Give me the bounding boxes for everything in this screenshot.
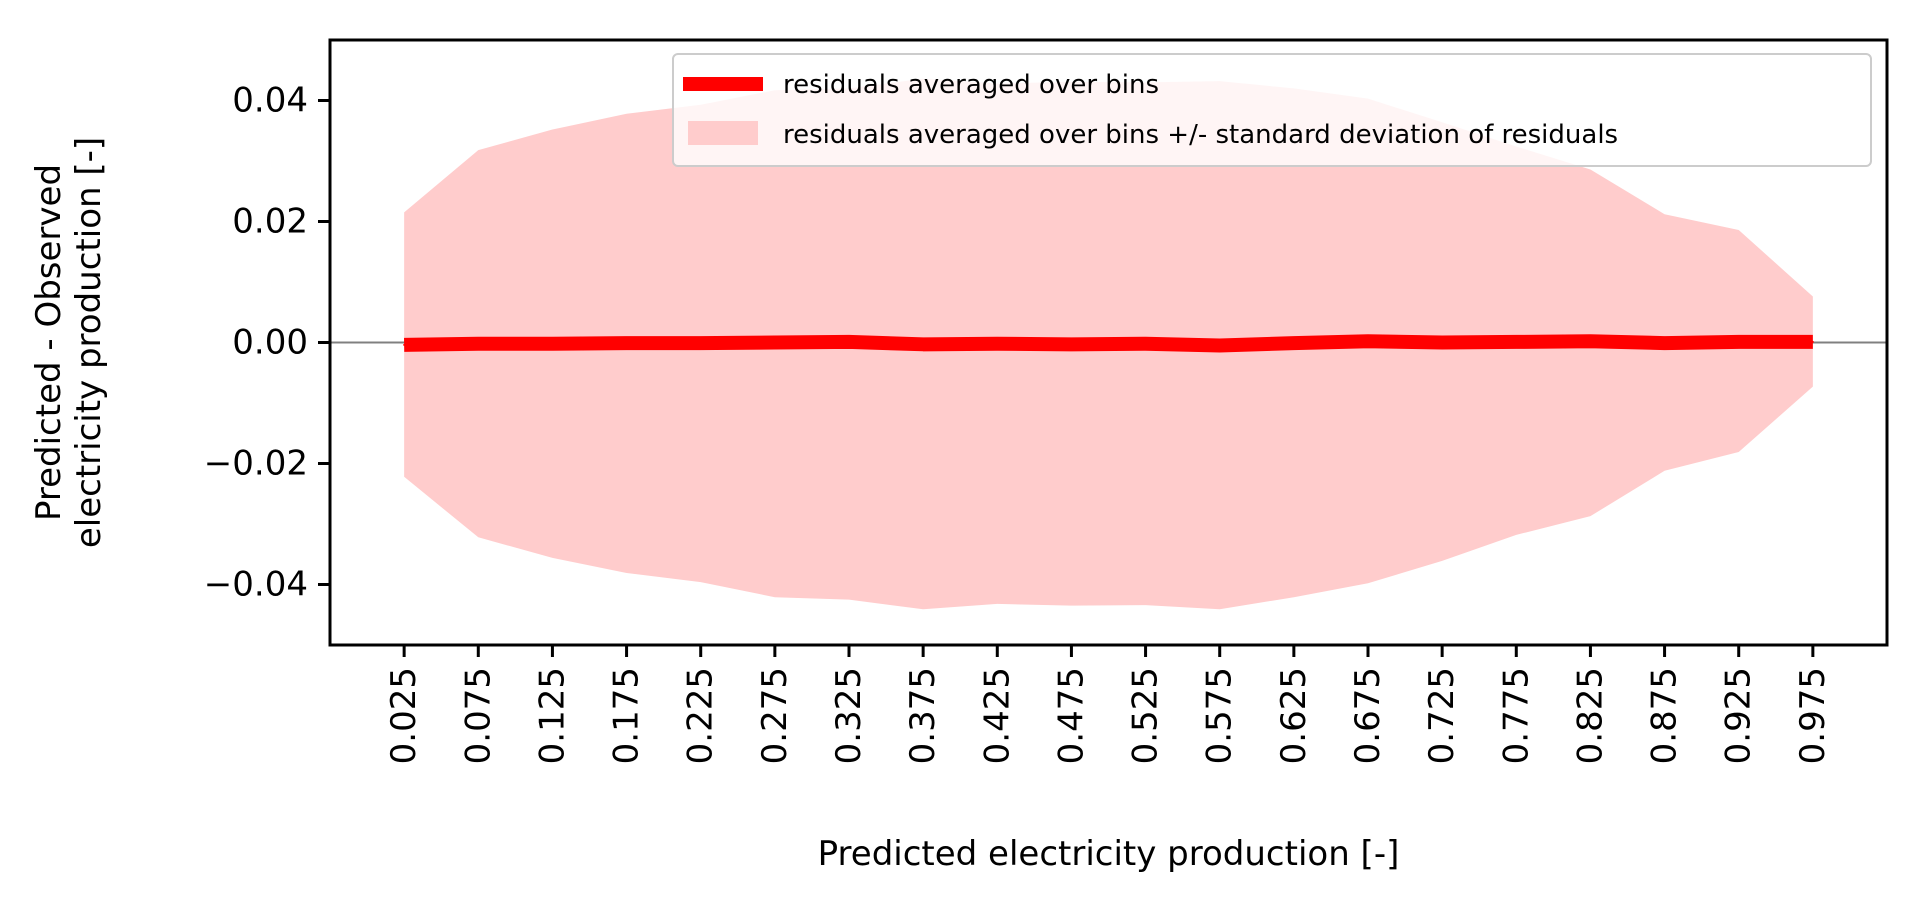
x-tick-label: 0.875: [1645, 667, 1685, 764]
x-tick-label: 0.675: [1348, 667, 1388, 764]
y-axis-label-line-1: Predicted - Observed: [29, 164, 69, 521]
y-axis-ticks: −0.04 −0.02 0.00 0.02 0.04: [204, 81, 330, 605]
mean-residual-point: [1367, 340, 1369, 343]
mean-residual-point: [1070, 343, 1073, 346]
mean-residual-point: [1515, 340, 1518, 343]
y-tick-label: 0.04: [232, 81, 308, 121]
x-tick-label: 0.175: [607, 667, 647, 764]
y-tick-label: −0.02: [204, 444, 308, 484]
x-axis-ticks: 0.025 0.075 0.125 0.175 0.225 0.275 0.325 0.375…: [384, 645, 1833, 764]
mean-residual-point: [625, 342, 628, 345]
legend: residuals averaged over bins residuals a…: [672, 53, 1872, 167]
mean-residual-point: [773, 341, 776, 344]
mean-residual-point: [996, 342, 999, 345]
legend-label-mean: residuals averaged over bins: [783, 70, 1159, 100]
mean-residual-point: [1811, 340, 1814, 343]
mean-residual-line: [404, 334, 1813, 353]
mean-residual-point: [1441, 341, 1444, 344]
mean-residual-point: [1144, 342, 1147, 345]
y-tick-label: −0.04: [204, 565, 308, 605]
mean-residual-point: [699, 342, 702, 345]
y-tick-label: 0.02: [232, 202, 308, 242]
x-tick-label: 0.075: [458, 667, 498, 764]
x-tick-label: 0.425: [977, 667, 1017, 764]
x-tick-label: 0.475: [1051, 667, 1091, 764]
mean-residual-point: [1218, 344, 1221, 347]
legend-band-swatch: [688, 121, 758, 145]
x-tick-label: 0.525: [1126, 667, 1166, 764]
x-tick-label: 0.225: [681, 667, 721, 764]
mean-residual-point: [477, 342, 480, 345]
mean-residual-point: [848, 340, 850, 343]
x-tick-label: 0.825: [1570, 667, 1610, 764]
mean-residual-point: [1663, 342, 1666, 345]
x-tick-label: 0.575: [1200, 667, 1240, 764]
x-tick-label: 0.975: [1793, 667, 1833, 764]
legend-box: [672, 53, 1872, 167]
x-tick-label: 0.925: [1719, 667, 1759, 764]
mean-residual-point: [922, 343, 925, 346]
plot-area: [330, 78, 1887, 610]
mean-residual-point: [551, 342, 554, 345]
x-tick-label: 0.025: [384, 667, 424, 764]
legend-label-band: residuals averaged over bins +/- standar…: [783, 120, 1618, 150]
x-tick-label: 0.325: [829, 667, 869, 764]
mean-residual-point: [403, 343, 406, 346]
axes-frame: [328, 38, 1889, 647]
mean-residual-point: [1737, 340, 1740, 343]
x-tick-label: 0.375: [903, 667, 943, 764]
x-tick-label: 0.275: [755, 667, 795, 764]
x-tick-label: 0.725: [1422, 667, 1462, 764]
mean-residual-point: [1589, 340, 1592, 343]
y-axis-label-line-2: electricity production [-]: [69, 137, 109, 548]
x-tick-label: 0.625: [1274, 667, 1314, 764]
x-axis-label: Predicted electricity production [-]: [818, 834, 1400, 874]
x-tick-label: 0.775: [1496, 667, 1536, 764]
mean-residual-point: [1292, 342, 1295, 345]
x-tick-label: 0.125: [532, 667, 572, 764]
y-tick-label: 0.00: [232, 323, 308, 363]
